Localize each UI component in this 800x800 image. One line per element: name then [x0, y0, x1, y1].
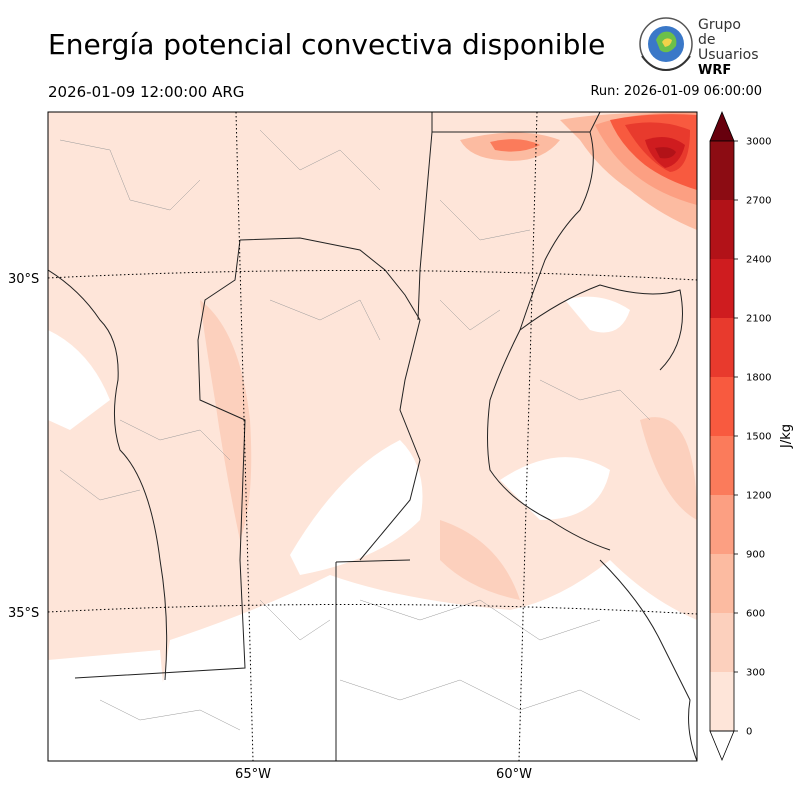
colorbar-bin: [710, 259, 734, 318]
colorbar-bin: [710, 613, 734, 672]
colorbar-bin: [710, 436, 734, 495]
logo-line1: Grupo de: [698, 17, 741, 48]
colorbar-tick-label: 2400: [746, 255, 771, 266]
cape-field: [48, 112, 697, 761]
colorbar-unit: J/kg: [779, 424, 794, 449]
globe-logo-icon: [639, 17, 693, 72]
colorbar-tick-label: 1500: [746, 432, 771, 443]
wrf-logo: Grupo de Usuarios WRF: [638, 16, 759, 79]
colorbar-extend-max: [709, 110, 735, 142]
colorbar-extend-min: [709, 730, 735, 762]
run-time: Run: 2026-01-09 06:00:00: [590, 84, 762, 99]
colorbar-tick-label: 1800: [746, 373, 771, 384]
lon-label-60w: 60°W: [496, 767, 532, 782]
colorbar-tick-label: 0: [746, 727, 752, 738]
colorbar-tick-label: 600: [746, 609, 765, 620]
colorbar-bin: [710, 495, 734, 554]
logo-line3: WRF: [698, 63, 732, 78]
colorbar-tick-label: 3000: [746, 137, 771, 148]
province-boundaries: [48, 112, 697, 761]
lat-label-35s: 35°S: [8, 606, 39, 621]
valid-time: 2026-01-09 12:00:00 ARG: [48, 83, 245, 101]
colorbar-bin: [710, 672, 734, 731]
colorbar-bin: [710, 554, 734, 613]
colorbar: 0 300 600 900 1200 1500 1800 2100 2400 2700 3000 J…: [709, 110, 794, 762]
colorbar-bin: [710, 200, 734, 259]
graticule: [48, 112, 697, 761]
colorbar-tick-label: 2700: [746, 196, 771, 207]
colorbar-bin: [710, 141, 734, 200]
colorbar-tick-label: 2100: [746, 314, 771, 325]
logo-text: Grupo de Usuarios WRF: [698, 17, 759, 79]
colorbar-bin: [710, 318, 734, 377]
colorbar-bin: [710, 377, 734, 436]
map-title: Energía potencial convectiva disponible: [48, 28, 606, 61]
logo-line2: Usuarios: [698, 47, 759, 63]
colorbar-tick-label: 1200: [746, 491, 771, 502]
map-frame: [47, 111, 698, 762]
colorbar-tick-label: 900: [746, 550, 765, 561]
lat-label-30s: 30°S: [8, 272, 39, 287]
colorbar-tick-label: 300: [746, 668, 765, 679]
lon-label-65w: 65°W: [235, 767, 271, 782]
